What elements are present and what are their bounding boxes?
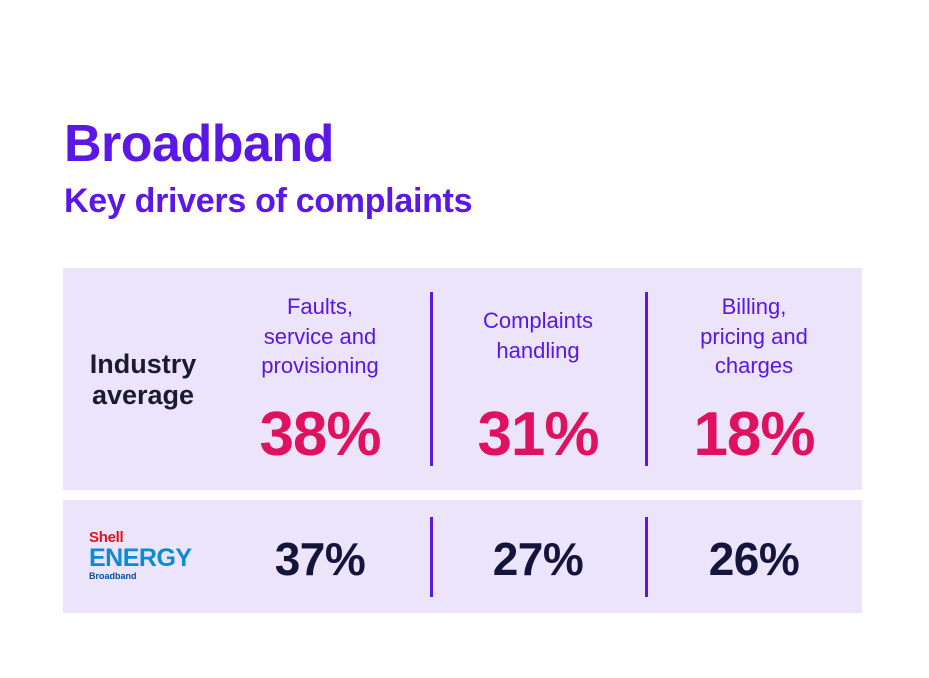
industry-average-label: Industry average bbox=[63, 349, 223, 411]
value-industry-complaints-handling: 31% bbox=[477, 400, 599, 469]
category-line: Billing, bbox=[721, 294, 787, 319]
shell-energy-logo: Shell ENERGY Broadband bbox=[89, 530, 199, 581]
value-shell-faults: 37% bbox=[274, 533, 366, 585]
column-billing: Billing, pricing and charges 18% bbox=[664, 292, 844, 466]
column-divider bbox=[645, 292, 648, 466]
category-label-faults: Faults, service and provisioning bbox=[230, 292, 410, 388]
value-industry-billing: 18% bbox=[693, 400, 815, 469]
industry-average-panel: Industry average Faults, service and pro… bbox=[63, 268, 862, 490]
chart-subtitle: Key drivers of complaints bbox=[64, 182, 473, 220]
category-label-complaints-handling: Complaints handling bbox=[448, 292, 628, 388]
column-divider bbox=[430, 292, 433, 466]
row-label-line: Industry bbox=[89, 349, 197, 379]
category-line: Faults, bbox=[286, 294, 354, 319]
column-divider bbox=[645, 517, 648, 597]
logo-line-energy: ENERGY bbox=[89, 544, 192, 572]
chart-title: Broadband bbox=[64, 115, 334, 173]
shell-energy-panel: Shell ENERGY Broadband 37% 27% 26% bbox=[63, 500, 862, 613]
value-industry-faults: 38% bbox=[259, 400, 381, 469]
category-line: service and bbox=[263, 323, 377, 349]
column-complaints-handling: Complaints handling 31% bbox=[448, 292, 628, 466]
category-line: Complaints bbox=[482, 308, 594, 333]
logo-line-broadband: Broadband bbox=[89, 571, 137, 581]
category-line: pricing and bbox=[700, 323, 808, 349]
category-line: charges bbox=[714, 353, 794, 379]
category-line: provisioning bbox=[261, 353, 379, 379]
column-faults: 37% bbox=[230, 536, 410, 582]
value-shell-billing: 26% bbox=[708, 533, 800, 585]
value-shell-complaints-handling: 27% bbox=[492, 533, 584, 585]
logo-line-shell: Shell bbox=[89, 529, 124, 546]
column-divider bbox=[430, 517, 433, 597]
column-billing: 26% bbox=[664, 536, 844, 582]
category-line: handling bbox=[496, 337, 580, 363]
row-label-line: average bbox=[91, 380, 195, 411]
column-faults: Faults, service and provisioning 38% bbox=[230, 292, 410, 466]
category-label-billing: Billing, pricing and charges bbox=[664, 292, 844, 388]
column-complaints-handling: 27% bbox=[448, 536, 628, 582]
